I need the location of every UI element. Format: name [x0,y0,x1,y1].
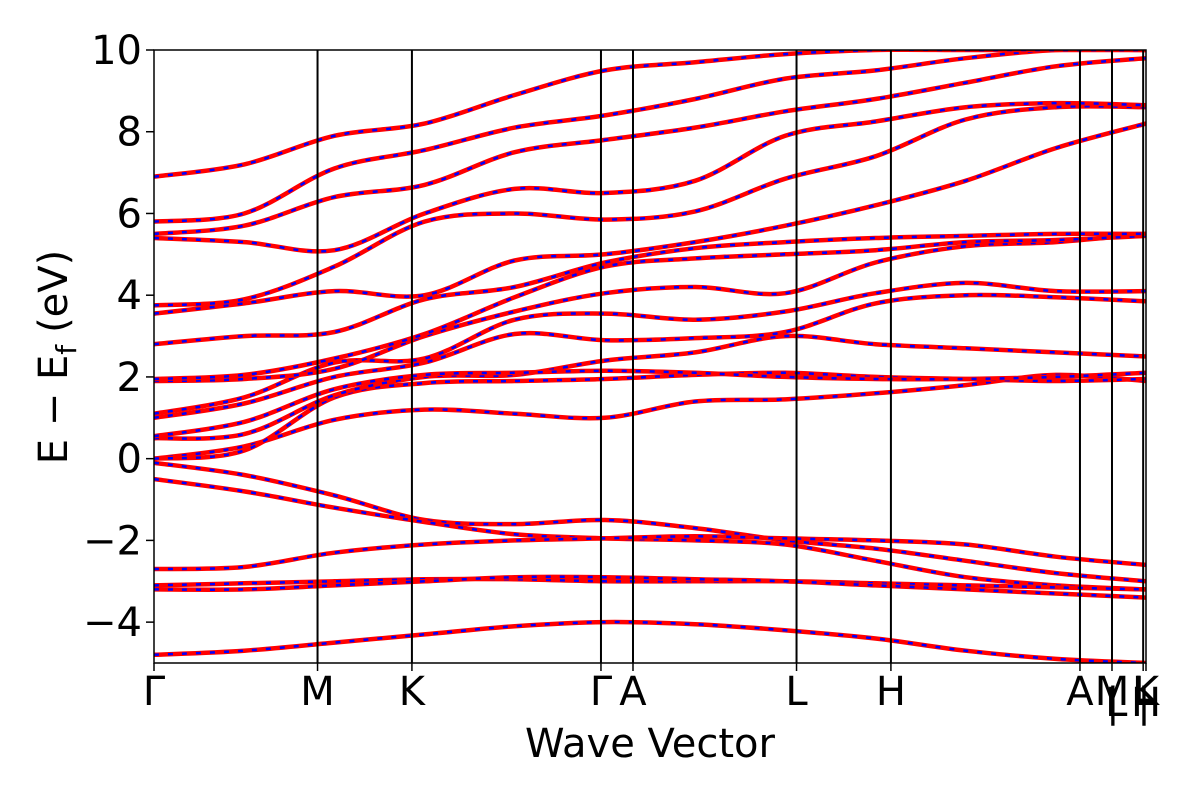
y-tick-label: 4 [117,273,142,319]
x-tick-label: L [1132,669,1155,715]
y-axis-title-subscript: f [50,344,83,355]
band-line-blue [154,373,1146,460]
kpath-lines [316,50,1145,663]
band-line-blue [154,371,1146,460]
band-17 [154,534,1146,572]
band-13 [154,50,1146,224]
y-tick-label: 8 [117,110,142,156]
band-3 [154,368,1146,439]
band-line-blue [154,293,1146,420]
band-5 [154,280,1146,416]
bands-layer [154,50,1146,663]
band-20 [154,619,1146,663]
x-tick-label: Γ [143,669,166,715]
y-axis: −4 −2 0 2 4 6 8 10 [83,28,154,646]
y-tick-label: −4 [83,600,142,646]
band-6 [154,231,1146,384]
band-10 [154,104,1146,308]
x-tick-label-extra: | [1106,680,1119,726]
y-axis-title-unit: (eV) [31,250,77,333]
band-16 [154,476,1146,592]
x-tick-label: Γ [590,669,613,715]
band-line-red [154,100,1146,254]
x-tick-label: K [399,669,427,715]
band-line-blue [154,56,1146,236]
band-8 [154,231,1146,347]
band-line-red [154,104,1146,308]
band-line-blue [154,620,1146,663]
band-line-blue [154,535,1146,571]
x-tick-label-extra: H [1131,680,1161,726]
band-line-blue [154,369,1146,438]
x-tick-label: M [1095,669,1130,715]
y-tick-label: 6 [117,191,142,237]
band-line-blue [154,122,1146,315]
band-line-blue [154,232,1146,383]
band-line-blue [154,461,1146,583]
band-line-blue [154,50,1146,223]
band-11 [154,100,1146,254]
x-axis-title: Wave Vector [525,721,776,767]
band-2 [154,333,1146,441]
band-line-blue [154,477,1146,591]
x-tick-label: L [785,669,808,715]
plot-frame [153,49,1147,664]
band-0 [154,372,1146,461]
band-18 [154,576,1146,592]
band-line-blue [154,232,1146,346]
y-axis-title-main: E − E [31,355,77,465]
x-tick-label: A [619,669,647,715]
band-line-red [154,50,1146,179]
x-tick-label: H [876,669,906,715]
x-tick-label: K [1133,669,1161,715]
y-tick-label: −2 [83,518,142,564]
x-tick-label: A [1066,669,1094,715]
y-axis-title: E − Ef (eV) [31,250,83,465]
band-line-blue [154,281,1146,415]
band-line-blue [154,234,1146,381]
band-line-blue [154,577,1146,591]
band-line-blue [154,575,1146,599]
band-7 [154,233,1146,382]
band-4 [154,292,1146,421]
band-15 [154,460,1146,584]
y-tick-label: 0 [117,437,142,483]
plot-area [153,49,1147,664]
x-tick-label-extra: | [1137,680,1150,726]
x-tick-label: M [300,669,335,715]
band-19 [154,574,1146,600]
x-tick-label-extra: L [1105,680,1128,726]
band-14 [154,50,1146,179]
x-axis: Γ M K Γ A L H A M LK|L |H [143,663,1161,726]
y-tick-label: 10 [91,28,142,74]
y-tick-label: 2 [117,355,142,401]
band-12 [154,55,1146,237]
band-9 [154,121,1146,316]
band-line-blue [154,334,1146,440]
